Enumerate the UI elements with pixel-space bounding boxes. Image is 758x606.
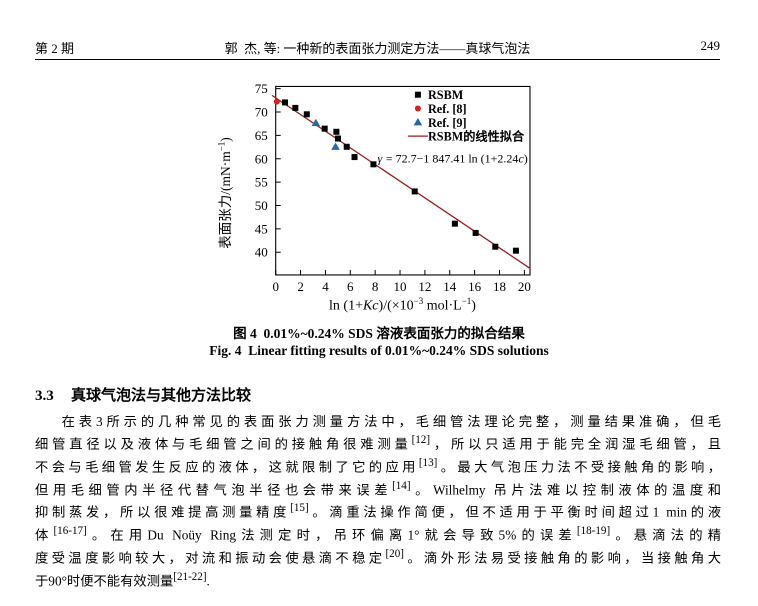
- svg-text:γ: γ: [378, 152, 383, 166]
- svg-text:2: 2: [297, 279, 304, 294]
- svg-text:40: 40: [255, 245, 268, 260]
- svg-text:55: 55: [255, 175, 268, 190]
- svg-text:45: 45: [255, 221, 268, 236]
- svg-text:18: 18: [493, 279, 506, 294]
- svg-text:70: 70: [255, 105, 268, 120]
- svg-text:60: 60: [255, 151, 268, 166]
- svg-text:RSBM的线性拟合: RSBM的线性拟合: [428, 129, 525, 144]
- svg-text:0: 0: [272, 279, 279, 294]
- svg-text:50: 50: [255, 198, 268, 213]
- svg-text:Ref. [8]: Ref. [8]: [428, 102, 467, 116]
- svg-text:12: 12: [418, 279, 431, 294]
- svg-text:6: 6: [347, 279, 354, 294]
- svg-text:= 72.7−1 847.41 ln (1+2.24c): = 72.7−1 847.41 ln (1+2.24c): [386, 152, 528, 166]
- svg-text:RSBM: RSBM: [428, 88, 464, 102]
- svg-text:Ref. [9]: Ref. [9]: [428, 116, 467, 130]
- svg-text:4: 4: [322, 279, 329, 294]
- svg-text:20: 20: [518, 279, 531, 294]
- svg-text:16: 16: [468, 279, 482, 294]
- svg-text:8: 8: [372, 279, 379, 294]
- svg-text:10: 10: [394, 279, 407, 294]
- svg-text:14: 14: [443, 279, 457, 294]
- svg-text:75: 75: [255, 83, 268, 96]
- svg-text:65: 65: [255, 128, 268, 143]
